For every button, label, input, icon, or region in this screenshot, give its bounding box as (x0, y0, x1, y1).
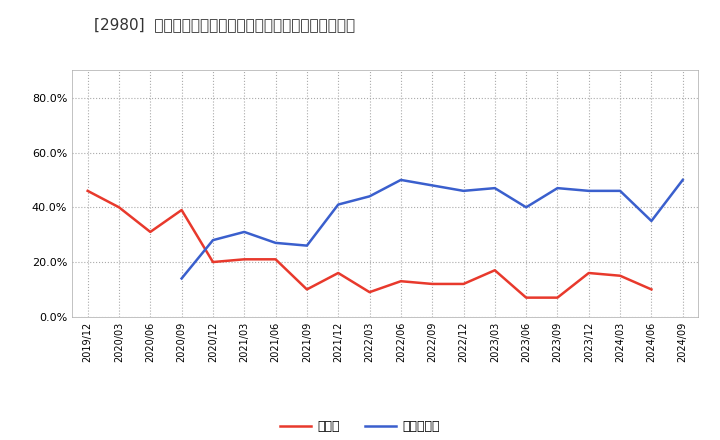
現預金 (522, 295, 531, 300)
有利子負債 (302, 243, 311, 248)
現預金 (240, 257, 248, 262)
現預金 (397, 279, 405, 284)
有利子負債 (428, 183, 436, 188)
有利子負債 (678, 177, 687, 183)
現預金 (647, 287, 656, 292)
有利子負債 (490, 186, 499, 191)
有利子負債 (365, 194, 374, 199)
有利子負債 (459, 188, 468, 194)
有利子負債 (334, 202, 343, 207)
有利子負債 (397, 177, 405, 183)
現預金 (428, 281, 436, 286)
現預金 (616, 273, 624, 279)
有利子負債 (177, 276, 186, 281)
現預金 (114, 205, 123, 210)
現預金 (271, 257, 280, 262)
有利子負債 (616, 188, 624, 194)
現預金 (209, 260, 217, 265)
現預金 (490, 268, 499, 273)
現預金 (177, 207, 186, 213)
現預金 (553, 295, 562, 300)
現預金 (365, 290, 374, 295)
Text: [2980]  現預金、有利子負債の総資産に対する比率の推移: [2980] 現預金、有利子負債の総資産に対する比率の推移 (94, 18, 355, 33)
現預金 (334, 270, 343, 275)
有利子負債 (271, 240, 280, 246)
有利子負債 (522, 205, 531, 210)
有利子負債 (209, 238, 217, 243)
現預金 (146, 229, 155, 235)
現預金 (84, 188, 92, 194)
有利子負債 (647, 218, 656, 224)
有利子負債 (553, 186, 562, 191)
Line: 現預金: 現預金 (88, 191, 652, 297)
Line: 有利子負債: 有利子負債 (181, 180, 683, 279)
有利子負債 (240, 229, 248, 235)
現預金 (302, 287, 311, 292)
現預金 (585, 270, 593, 275)
Legend: 現預金, 有利子負債: 現預金, 有利子負債 (275, 415, 445, 438)
現預金 (459, 281, 468, 286)
有利子負債 (585, 188, 593, 194)
